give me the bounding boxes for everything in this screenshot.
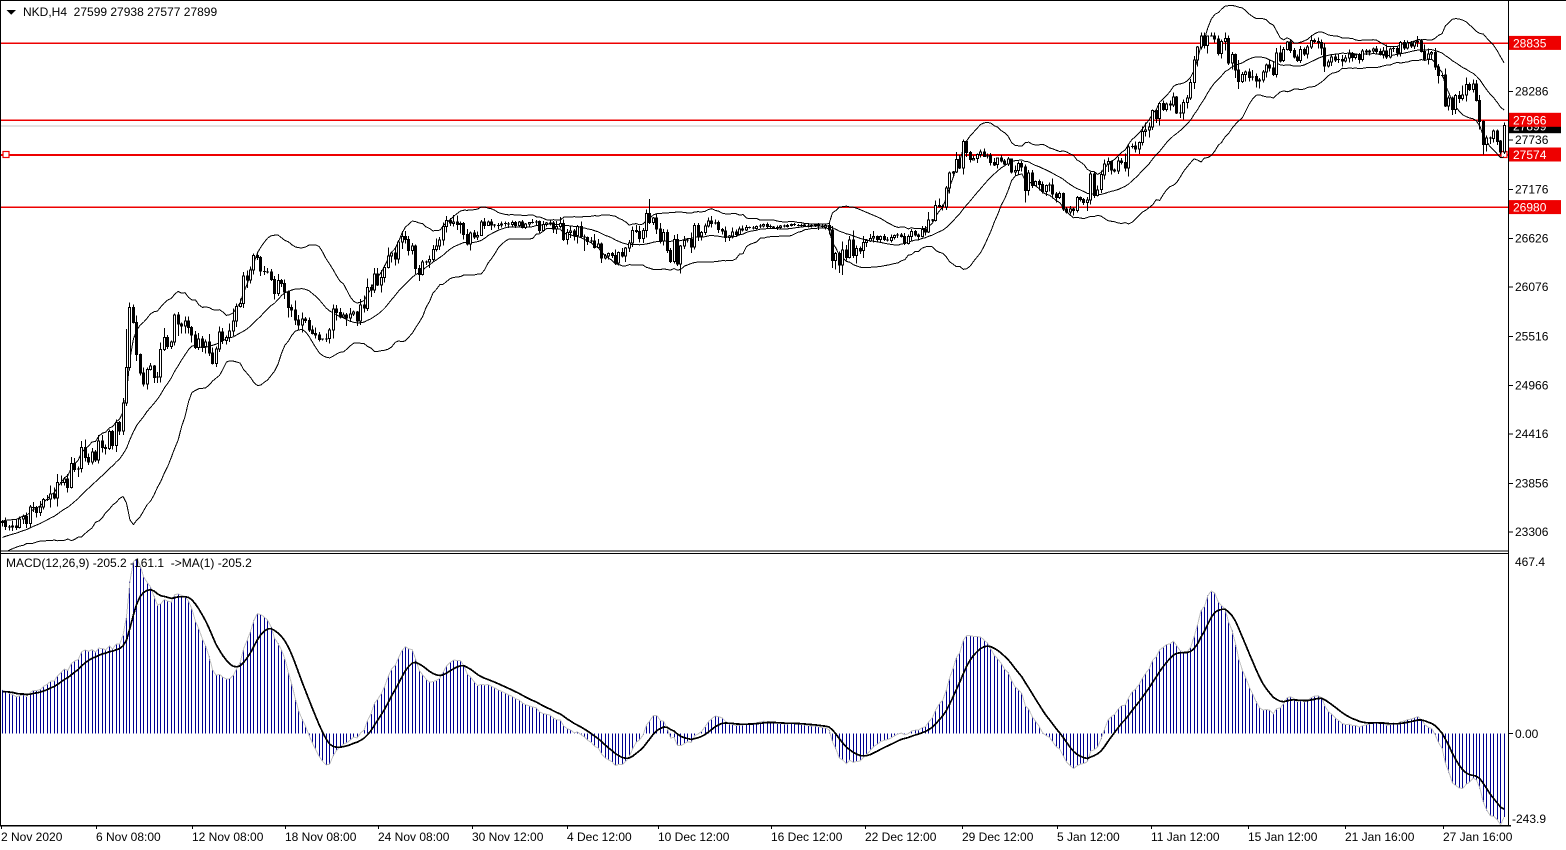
svg-text:11 Jan 12:00: 11 Jan 12:00: [1151, 830, 1220, 844]
svg-text:5 Jan 12:00: 5 Jan 12:00: [1057, 830, 1120, 844]
svg-text:26626: 26626: [1515, 231, 1549, 245]
svg-text:23856: 23856: [1515, 477, 1549, 491]
svg-text:23306: 23306: [1515, 525, 1549, 539]
svg-text:27176: 27176: [1515, 183, 1549, 197]
svg-text:12 Nov 08:00: 12 Nov 08:00: [192, 830, 264, 844]
svg-text:25516: 25516: [1515, 330, 1549, 344]
svg-text:24416: 24416: [1515, 427, 1549, 441]
svg-text:MACD(12,26,9) -205.2 -161.1 -: MACD(12,26,9) -205.2 -161.1 ->MA(1) -205…: [6, 556, 252, 570]
svg-text:24 Nov 08:00: 24 Nov 08:00: [378, 830, 450, 844]
svg-text:0.00: 0.00: [1515, 727, 1539, 741]
svg-text:10 Dec 12:00: 10 Dec 12:00: [658, 830, 730, 844]
svg-text:27 Jan 16:00: 27 Jan 16:00: [1443, 830, 1513, 844]
svg-text:-243.9: -243.9: [1512, 812, 1546, 826]
svg-text:29 Dec 12:00: 29 Dec 12:00: [962, 830, 1034, 844]
svg-text:24966: 24966: [1515, 378, 1549, 392]
svg-text:NKD,H4 27599 27938 27577 2789: NKD,H4 27599 27938 27577 27899: [23, 5, 217, 19]
svg-text:15 Jan 12:00: 15 Jan 12:00: [1248, 830, 1318, 844]
svg-text:28286: 28286: [1515, 85, 1549, 99]
svg-text:26076: 26076: [1515, 280, 1549, 294]
svg-text:26980: 26980: [1513, 201, 1547, 215]
svg-text:27736: 27736: [1515, 133, 1549, 147]
svg-text:30 Nov 12:00: 30 Nov 12:00: [472, 830, 544, 844]
svg-text:16 Dec 12:00: 16 Dec 12:00: [771, 830, 843, 844]
svg-text:27966: 27966: [1513, 113, 1547, 127]
svg-text:18 Nov 08:00: 18 Nov 08:00: [285, 830, 357, 844]
svg-text:4 Dec 12:00: 4 Dec 12:00: [567, 830, 632, 844]
svg-text:22 Dec 12:00: 22 Dec 12:00: [865, 830, 937, 844]
svg-text:21 Jan 16:00: 21 Jan 16:00: [1345, 830, 1415, 844]
svg-text:28835: 28835: [1513, 36, 1547, 50]
svg-text:2 Nov 2020: 2 Nov 2020: [1, 830, 63, 844]
svg-text:467.4: 467.4: [1515, 555, 1545, 569]
svg-text:27574: 27574: [1513, 148, 1547, 162]
svg-text:6 Nov 08:00: 6 Nov 08:00: [96, 830, 161, 844]
